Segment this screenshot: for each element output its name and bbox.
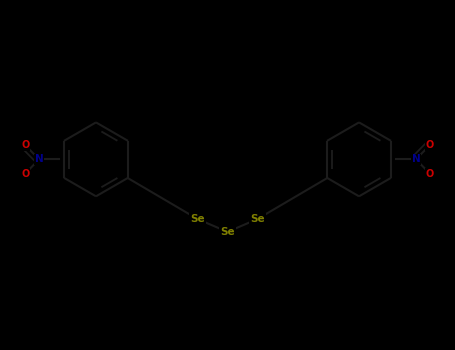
Text: O: O [21,169,29,178]
Text: N: N [411,154,420,164]
Text: Se: Se [220,227,235,237]
Text: Se: Se [190,214,205,224]
Text: Se: Se [250,214,265,224]
Text: O: O [426,140,434,150]
Text: O: O [426,169,434,178]
Text: O: O [21,140,29,150]
Text: N: N [35,154,44,164]
